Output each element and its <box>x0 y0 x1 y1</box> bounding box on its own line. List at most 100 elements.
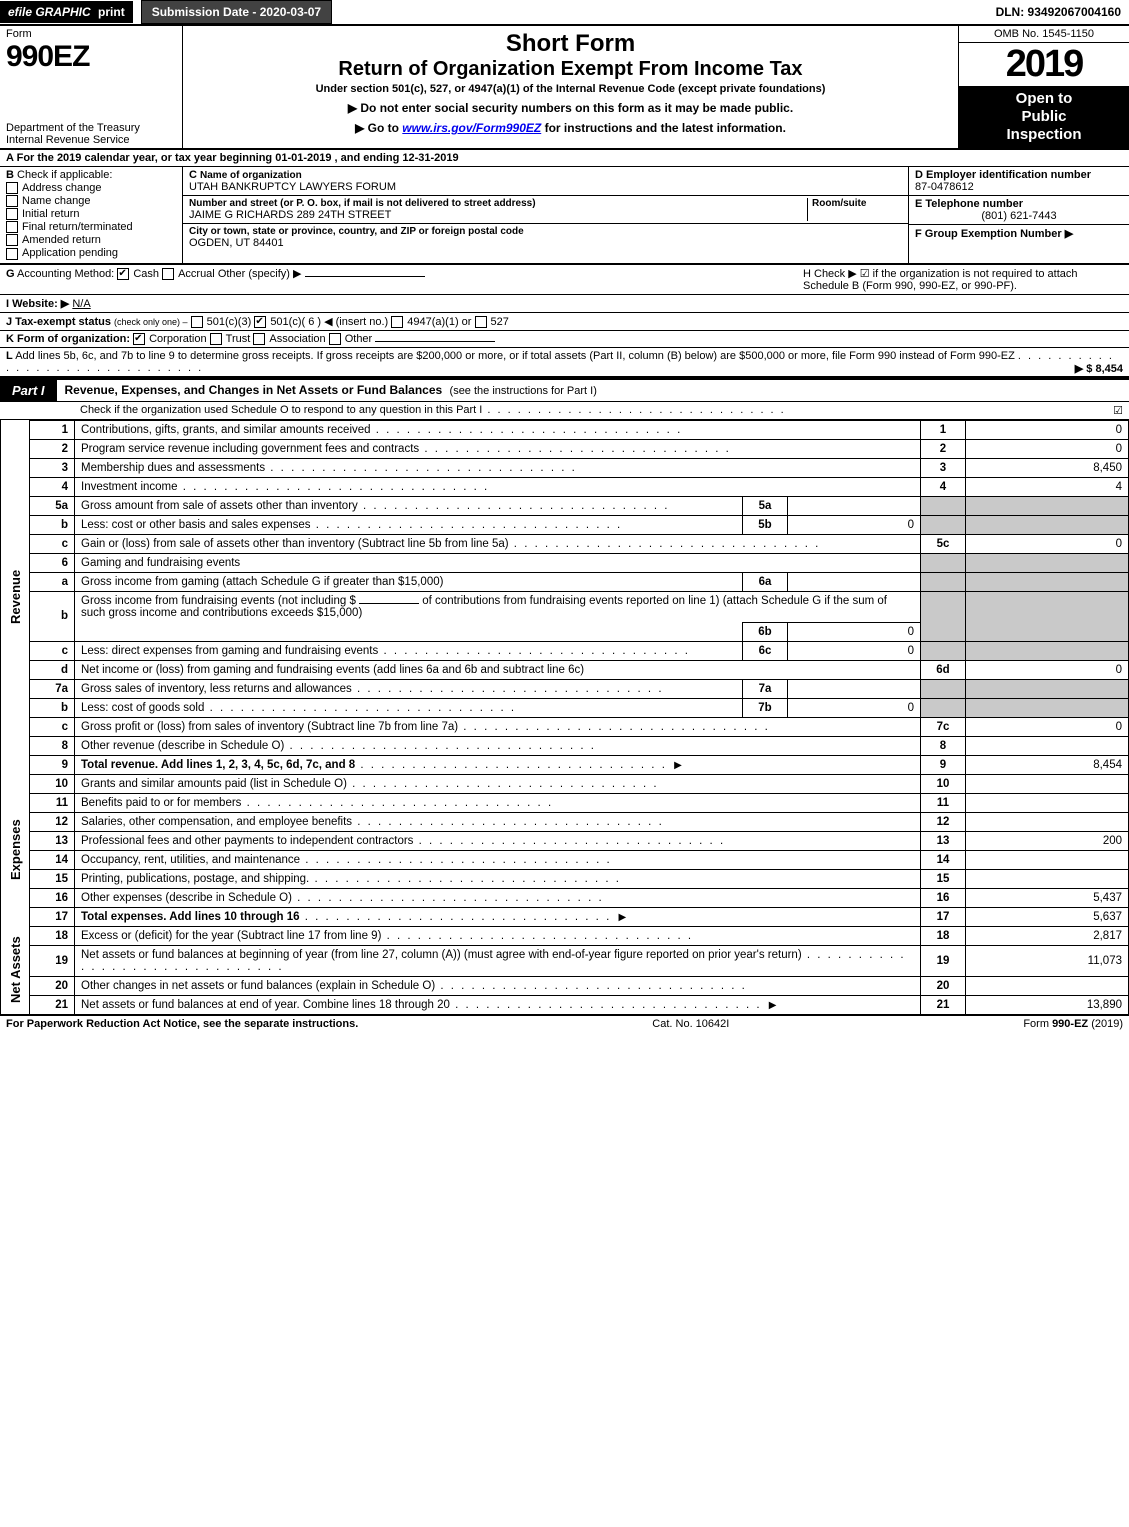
dots-15 <box>309 873 621 885</box>
line-16-desc: Other expenses (describe in Schedule O) <box>81 892 292 904</box>
line-12-amount <box>966 812 1129 831</box>
dots-6c <box>378 645 690 657</box>
line-3-amount: 8,450 <box>966 458 1129 477</box>
section-c-letter: C <box>189 169 197 181</box>
line-13-col: 13 <box>921 831 966 850</box>
line-7b-amount-grey <box>966 698 1129 717</box>
line-7c-desc: Gross profit or (loss) from sales of inv… <box>81 721 458 733</box>
dots-5a <box>358 500 670 512</box>
checkbox-trust[interactable] <box>210 333 222 345</box>
checkbox-527[interactable] <box>475 316 487 328</box>
label-association: Association <box>269 333 325 345</box>
line-11-col: 11 <box>921 793 966 812</box>
form-number: 990EZ <box>6 40 176 74</box>
line-6a-col-grey <box>921 572 966 591</box>
section-gh: G Accounting Method: Cash Accrual Other … <box>0 265 1129 295</box>
dots-5c <box>509 538 821 550</box>
checkbox-cash[interactable] <box>117 268 129 280</box>
line-5b-subval: 0 <box>788 515 921 534</box>
line-15-col: 15 <box>921 869 966 888</box>
line-18-col: 18 <box>921 926 966 945</box>
line-18-desc: Excess or (deficit) for the year (Subtra… <box>81 930 381 942</box>
ein-label: D Employer identification number <box>915 169 1123 181</box>
tax-period-row: A For the 2019 calendar year, or tax yea… <box>0 150 1129 167</box>
line-7b-col-grey <box>921 698 966 717</box>
checkbox-amended-return[interactable] <box>6 234 18 246</box>
line-15-desc: Printing, publications, postage, and shi… <box>81 873 309 885</box>
checkbox-4947a1[interactable] <box>391 316 403 328</box>
line-16-amount: 5,437 <box>966 888 1129 907</box>
omb-number: OMB No. 1545-1150 <box>959 26 1129 43</box>
line-13-amount: 200 <box>966 831 1129 850</box>
line-12-col: 12 <box>921 812 966 831</box>
label-initial-return: Initial return <box>22 208 79 220</box>
checkbox-final-return[interactable] <box>6 221 18 233</box>
section-l-letter: L <box>6 350 13 362</box>
checkbox-address-change[interactable] <box>6 182 18 194</box>
other-method-field[interactable] <box>305 276 425 277</box>
line-6c-no: c <box>30 641 75 660</box>
efile-graphic-button[interactable]: efile GRAPHIC print <box>0 1 133 23</box>
dots-7c <box>458 721 770 733</box>
line-5a-col-grey <box>921 496 966 515</box>
street-label: Number and street (or P. O. box, if mail… <box>189 198 807 209</box>
line-8-no: 8 <box>30 736 75 755</box>
line-20-col: 20 <box>921 976 966 995</box>
room-suite-label: Room/suite <box>812 198 902 209</box>
line-6a-amount-grey <box>966 572 1129 591</box>
checkbox-other-org[interactable] <box>329 333 341 345</box>
line-4-col: 4 <box>921 477 966 496</box>
checkbox-accrual[interactable] <box>162 268 174 280</box>
dots-3 <box>265 462 577 474</box>
line-1-desc: Contributions, gifts, grants, and simila… <box>81 424 371 436</box>
dots-13 <box>413 835 725 847</box>
other-org-field[interactable] <box>375 341 495 342</box>
label-trust: Trust <box>226 333 251 345</box>
checkbox-501c[interactable] <box>254 316 266 328</box>
line-10-amount <box>966 774 1129 793</box>
paperwork-notice: For Paperwork Reduction Act Notice, see … <box>6 1018 358 1030</box>
line-7a-col-grey <box>921 679 966 698</box>
section-h: H Check ▶ ☑ if the organization is not r… <box>797 265 1129 294</box>
line-6c-col-grey <box>921 641 966 660</box>
label-other-method: Other (specify) ▶ <box>218 268 302 280</box>
line-21-col: 21 <box>921 995 966 1014</box>
line-6b-sub: 6b <box>743 622 788 641</box>
checkbox-application-pending[interactable] <box>6 248 18 260</box>
checkbox-corporation[interactable] <box>133 333 145 345</box>
line-5c-col: 5c <box>921 534 966 553</box>
side-label-netassets: Net Assets <box>1 926 30 1014</box>
dots-part1 <box>482 404 785 416</box>
instructions-link[interactable]: www.irs.gov/Form990EZ <box>402 121 541 135</box>
checkbox-initial-return[interactable] <box>6 208 18 220</box>
print-label[interactable]: print <box>98 5 125 19</box>
line-7b-no: b <box>30 698 75 717</box>
phone-label: E Telephone number <box>915 198 1123 210</box>
checkbox-name-change[interactable] <box>6 195 18 207</box>
section-b-label: B <box>6 169 14 181</box>
form-id-footer: Form 990-EZ (2019) <box>1023 1018 1123 1030</box>
label-4947a1: 4947(a)(1) or <box>407 316 471 328</box>
line-6d-col: 6d <box>921 660 966 679</box>
line-13-no: 13 <box>30 831 75 850</box>
line-8-amount <box>966 736 1129 755</box>
label-cash: Cash <box>133 268 159 280</box>
line-19-amount: 11,073 <box>966 945 1129 976</box>
dept-irs: Internal Revenue Service <box>6 134 176 146</box>
checkbox-association[interactable] <box>253 333 265 345</box>
dots-7a <box>352 683 664 695</box>
checkbox-501c3[interactable] <box>191 316 203 328</box>
line-12-desc: Salaries, other compensation, and employ… <box>81 816 352 828</box>
dots-10 <box>347 778 659 790</box>
line-10-no: 10 <box>30 774 75 793</box>
line-1-amount: 0 <box>966 420 1129 439</box>
line-17-col: 17 <box>921 907 966 926</box>
part1-checkbox[interactable]: ☑ <box>1113 404 1123 417</box>
section-a-label: A <box>6 152 14 164</box>
line-4-no: 4 <box>30 477 75 496</box>
part1-header: Part I Revenue, Expenses, and Changes in… <box>0 378 1129 402</box>
section-j: J Tax-exempt status (check only one) – 5… <box>0 313 1129 331</box>
line-11-amount <box>966 793 1129 812</box>
line-11-desc: Benefits paid to or for members <box>81 797 241 809</box>
line-6b-blank[interactable] <box>359 603 419 604</box>
